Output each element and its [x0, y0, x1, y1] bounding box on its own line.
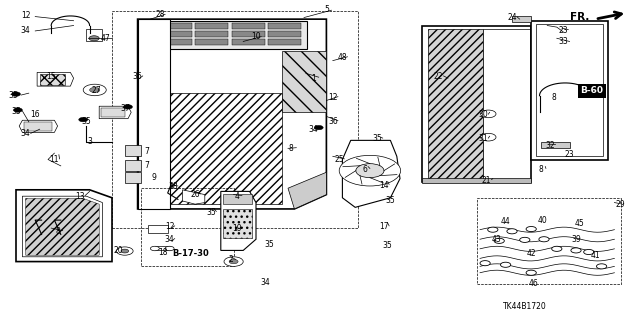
Text: 20: 20	[113, 246, 124, 255]
Circle shape	[507, 229, 517, 234]
Circle shape	[552, 246, 562, 251]
Circle shape	[116, 247, 133, 255]
Polygon shape	[22, 196, 102, 257]
Text: 41: 41	[590, 251, 600, 260]
Polygon shape	[159, 31, 192, 37]
Circle shape	[121, 249, 129, 253]
Polygon shape	[483, 29, 530, 179]
Text: 5: 5	[324, 5, 329, 14]
Text: 1: 1	[311, 74, 316, 83]
Circle shape	[314, 125, 323, 130]
Text: 15: 15	[46, 72, 56, 81]
Text: 12: 12	[21, 11, 30, 20]
Text: 7: 7	[145, 147, 150, 156]
Text: 8: 8	[551, 93, 556, 102]
Text: 34: 34	[164, 235, 175, 244]
Polygon shape	[182, 190, 205, 204]
Text: 21: 21	[482, 176, 491, 185]
Circle shape	[165, 246, 174, 251]
Polygon shape	[531, 21, 608, 160]
Text: 14: 14	[379, 181, 389, 189]
Text: 34: 34	[260, 278, 271, 287]
Polygon shape	[428, 29, 483, 179]
Polygon shape	[125, 160, 141, 171]
Polygon shape	[159, 23, 192, 29]
Text: 47: 47	[100, 34, 111, 43]
Circle shape	[79, 117, 88, 122]
Polygon shape	[154, 21, 307, 49]
Polygon shape	[268, 23, 301, 29]
Circle shape	[596, 264, 607, 269]
Circle shape	[124, 105, 132, 109]
Circle shape	[339, 155, 401, 186]
Text: 25: 25	[334, 155, 344, 164]
Text: 9: 9	[151, 173, 156, 182]
Polygon shape	[512, 16, 531, 22]
Polygon shape	[101, 108, 125, 117]
Text: 32: 32	[545, 141, 556, 150]
Polygon shape	[138, 19, 170, 209]
Text: B-60: B-60	[580, 86, 604, 95]
Text: 2: 2	[228, 256, 233, 264]
Polygon shape	[195, 31, 228, 37]
Polygon shape	[342, 140, 400, 207]
Text: 18: 18	[159, 248, 168, 256]
Text: 10: 10	[251, 32, 261, 41]
Text: 22: 22	[434, 72, 443, 81]
Text: 46: 46	[528, 279, 538, 288]
Circle shape	[494, 238, 504, 243]
Polygon shape	[16, 190, 112, 262]
Polygon shape	[37, 72, 74, 86]
Polygon shape	[125, 145, 141, 156]
Text: 19: 19	[232, 224, 242, 233]
Polygon shape	[422, 26, 531, 182]
Circle shape	[520, 237, 530, 242]
Polygon shape	[268, 31, 301, 37]
Circle shape	[12, 92, 20, 96]
Text: 48: 48	[337, 53, 348, 62]
Circle shape	[150, 246, 159, 251]
Circle shape	[526, 226, 536, 232]
Text: 3: 3	[87, 137, 92, 146]
Text: 24: 24	[507, 13, 517, 22]
Polygon shape	[148, 225, 168, 233]
Text: 12: 12	[328, 93, 337, 102]
Text: 8: 8	[289, 144, 294, 153]
Text: 30: 30	[478, 110, 488, 119]
Polygon shape	[541, 142, 570, 148]
Circle shape	[90, 87, 100, 93]
Text: 34: 34	[20, 26, 31, 35]
Text: 11: 11	[50, 155, 59, 164]
Text: 36: 36	[328, 117, 338, 126]
Polygon shape	[232, 31, 265, 37]
Polygon shape	[40, 74, 65, 85]
Text: 35: 35	[8, 91, 18, 100]
Polygon shape	[195, 23, 228, 29]
Circle shape	[500, 262, 511, 267]
Text: 29: 29	[616, 200, 626, 209]
Polygon shape	[19, 120, 58, 132]
Circle shape	[89, 36, 99, 41]
Text: 40: 40	[538, 216, 548, 225]
Circle shape	[224, 257, 243, 266]
Text: 28: 28	[156, 10, 164, 19]
Text: 35: 35	[264, 240, 274, 249]
Polygon shape	[159, 39, 192, 45]
Polygon shape	[268, 39, 301, 45]
Text: 43: 43	[491, 235, 501, 244]
Circle shape	[571, 248, 581, 253]
Circle shape	[481, 133, 496, 141]
Circle shape	[229, 259, 238, 264]
Circle shape	[356, 164, 384, 178]
Polygon shape	[288, 172, 326, 209]
Text: 12: 12	[165, 222, 174, 231]
Text: 23: 23	[558, 26, 568, 35]
Text: 35: 35	[385, 197, 396, 205]
Polygon shape	[26, 198, 99, 255]
Text: 35: 35	[206, 208, 216, 217]
Text: 35: 35	[382, 241, 392, 250]
Polygon shape	[232, 23, 265, 29]
Text: 31: 31	[478, 134, 488, 143]
Polygon shape	[170, 93, 282, 204]
